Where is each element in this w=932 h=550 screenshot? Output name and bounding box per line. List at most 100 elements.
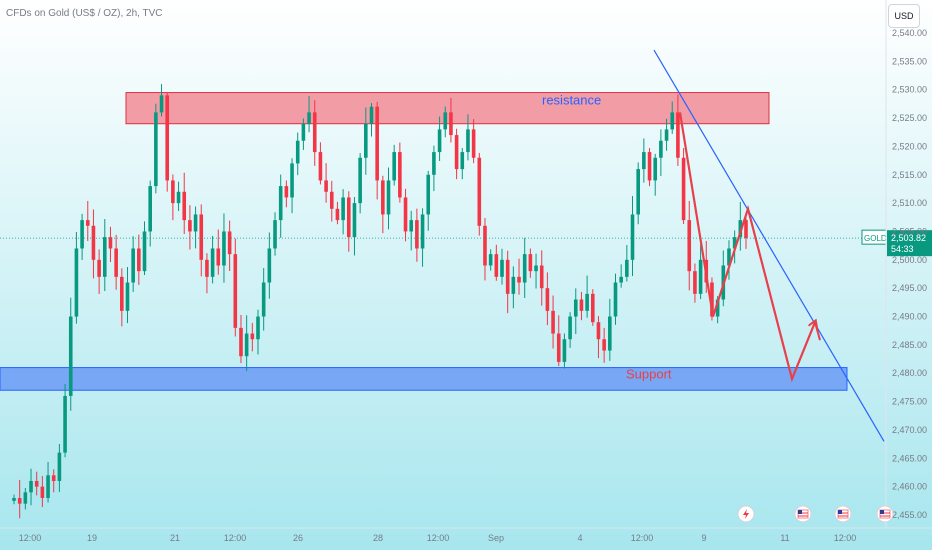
candle bbox=[590, 289, 595, 326]
currency-button[interactable]: USD bbox=[888, 4, 920, 28]
candle bbox=[522, 237, 527, 298]
candle bbox=[443, 106, 448, 138]
price-tag-price: 2,503.82 bbox=[891, 233, 926, 243]
x-tick-label: 12:00 bbox=[631, 533, 654, 543]
candle bbox=[335, 201, 340, 225]
candle bbox=[120, 268, 124, 327]
candle bbox=[295, 132, 300, 176]
candle bbox=[687, 200, 692, 291]
candle bbox=[256, 309, 260, 355]
candle bbox=[159, 84, 164, 117]
candle bbox=[324, 163, 328, 203]
candle bbox=[369, 103, 374, 137]
candle bbox=[273, 212, 277, 256]
x-tick-label: 19 bbox=[87, 533, 97, 543]
candle bbox=[142, 221, 147, 276]
y-tick-label: 2,465.00 bbox=[892, 453, 927, 463]
candle bbox=[647, 147, 652, 187]
candle bbox=[171, 174, 175, 221]
candle bbox=[193, 206, 198, 249]
candle bbox=[165, 91, 170, 192]
y-tick-label: 2,460.00 bbox=[892, 482, 927, 492]
candle bbox=[239, 314, 243, 364]
y-tick-label: 2,475.00 bbox=[892, 397, 927, 407]
candle bbox=[398, 142, 402, 203]
us-flag-icon[interactable] bbox=[834, 505, 852, 523]
candle bbox=[432, 145, 436, 192]
projection-arrow-tick bbox=[814, 321, 821, 341]
candle bbox=[437, 116, 442, 162]
candle bbox=[301, 118, 306, 150]
candle bbox=[511, 266, 516, 309]
candle bbox=[562, 333, 567, 369]
candle bbox=[29, 468, 33, 506]
x-tick-label: 12:00 bbox=[427, 533, 450, 543]
candle bbox=[466, 114, 470, 161]
x-tick-label: 12:00 bbox=[834, 533, 857, 543]
x-tick-label: 21 bbox=[170, 533, 180, 543]
flash-icon[interactable] bbox=[737, 505, 755, 523]
candle bbox=[556, 315, 561, 367]
candle bbox=[477, 152, 482, 236]
candle bbox=[619, 264, 623, 288]
candle bbox=[659, 129, 663, 176]
y-tick-label: 2,520.00 bbox=[892, 141, 927, 151]
candle bbox=[222, 213, 226, 283]
candle bbox=[91, 209, 96, 279]
candle bbox=[420, 208, 425, 267]
candle bbox=[261, 268, 266, 331]
candle bbox=[585, 275, 589, 318]
y-tick-label: 2,535.00 bbox=[892, 56, 927, 66]
candle bbox=[483, 217, 487, 281]
candle bbox=[454, 128, 459, 180]
candle bbox=[494, 244, 499, 281]
candle bbox=[114, 234, 118, 290]
trendline[interactable] bbox=[653, 49, 885, 442]
candle bbox=[40, 476, 45, 508]
y-tick-label: 2,505.00 bbox=[892, 226, 927, 236]
candle bbox=[460, 147, 465, 180]
x-tick-label: 12:00 bbox=[19, 533, 42, 543]
candle bbox=[341, 189, 345, 235]
candle bbox=[471, 119, 476, 164]
x-tick-label: 4 bbox=[577, 533, 582, 543]
resistance-zone[interactable] bbox=[125, 92, 770, 125]
candle bbox=[352, 197, 357, 256]
support-zone[interactable] bbox=[0, 367, 848, 391]
candle bbox=[670, 101, 675, 134]
candle bbox=[500, 248, 504, 285]
candle bbox=[392, 144, 396, 186]
x-tick-label: 9 bbox=[701, 533, 706, 543]
candle bbox=[534, 253, 538, 289]
candle bbox=[102, 219, 107, 292]
candle bbox=[676, 94, 680, 167]
candle bbox=[693, 263, 697, 303]
candle bbox=[528, 248, 533, 278]
candle bbox=[364, 107, 368, 175]
us-flag-icon[interactable] bbox=[794, 505, 812, 523]
candle bbox=[381, 175, 385, 234]
candle bbox=[358, 153, 362, 214]
y-tick-label: 2,540.00 bbox=[892, 28, 927, 38]
candle bbox=[68, 297, 73, 411]
y-tick-label: 2,455.00 bbox=[892, 510, 927, 520]
candle bbox=[148, 180, 152, 247]
candle bbox=[233, 238, 238, 337]
candle bbox=[205, 253, 209, 294]
y-tick-label: 2,525.00 bbox=[892, 113, 927, 123]
us-flag-icon[interactable] bbox=[876, 505, 894, 523]
candle bbox=[227, 220, 232, 271]
candle bbox=[579, 291, 584, 321]
y-tick-label: 2,490.00 bbox=[892, 312, 927, 322]
candle bbox=[375, 101, 379, 200]
candle bbox=[642, 138, 646, 183]
y-tick-label: 2,485.00 bbox=[892, 340, 927, 350]
candle bbox=[551, 295, 555, 349]
candle bbox=[449, 97, 453, 143]
candle bbox=[539, 250, 544, 306]
candle bbox=[488, 249, 493, 271]
candle bbox=[744, 212, 748, 249]
projection-path[interactable] bbox=[678, 112, 815, 383]
